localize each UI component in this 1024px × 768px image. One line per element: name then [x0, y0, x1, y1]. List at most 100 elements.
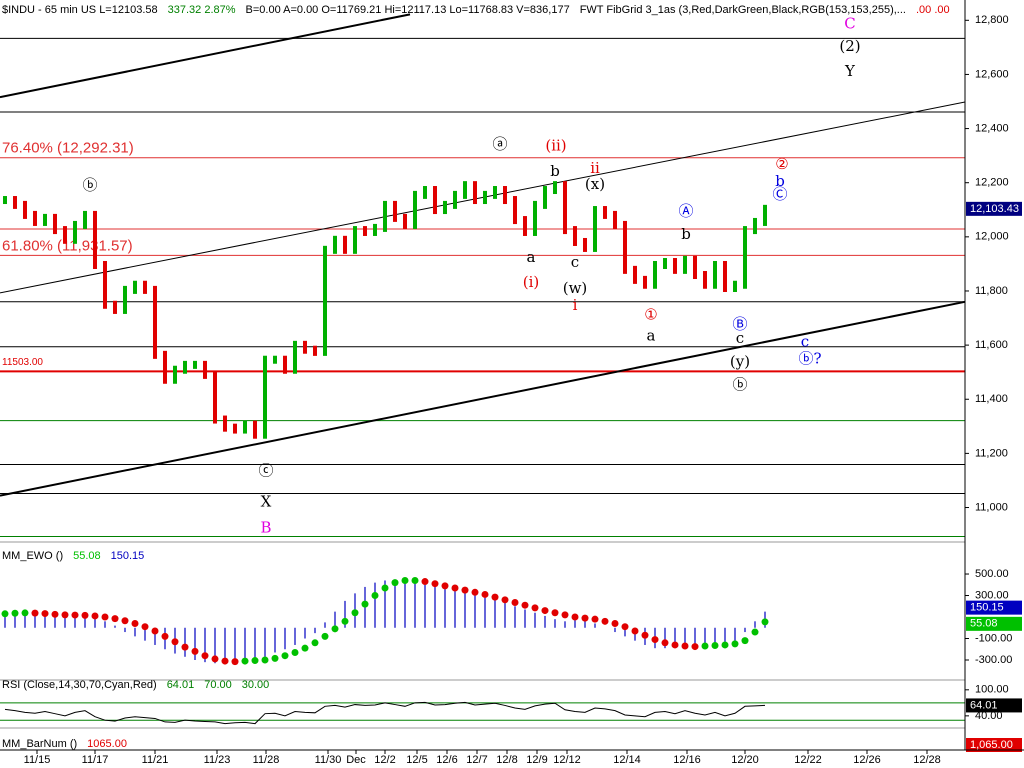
price-bar	[283, 355, 287, 374]
ewo-signal-dot	[301, 644, 309, 652]
axis-background	[965, 0, 1024, 768]
price-bar	[223, 415, 227, 432]
wave-label: Y	[844, 62, 856, 80]
price-bar	[433, 186, 437, 215]
wave-label: ⓑ	[732, 376, 747, 394]
wave-label: c	[571, 253, 579, 271]
ewo-signal-dot	[561, 611, 569, 619]
ewo-signal-dot	[11, 609, 19, 617]
price-bar	[763, 204, 767, 226]
ewo-signal-dot	[761, 618, 769, 626]
wave-label: (ii)	[545, 137, 566, 155]
price-bar	[543, 186, 547, 209]
ewo-signal-dot	[691, 643, 699, 651]
ewo-signal-dot	[551, 609, 559, 617]
wave-label: (w)	[563, 279, 588, 297]
x-tick-label: 12/20	[731, 754, 759, 766]
value-box	[966, 600, 1022, 615]
price-bar	[273, 355, 277, 364]
pane-value: 64.01	[167, 679, 195, 691]
rsi-line	[4, 701, 766, 725]
price-bar	[703, 271, 707, 289]
price-bar	[533, 200, 537, 236]
x-tick-label: 11/21	[142, 754, 169, 766]
ewo-signal-dot	[401, 576, 409, 584]
y-tick-label: 100.00	[975, 684, 1009, 696]
wave-label: a	[527, 248, 536, 266]
ewo-signal-dot	[711, 641, 719, 649]
x-tick-label: 12/2	[374, 754, 395, 766]
ewo-signal-dot	[421, 578, 429, 586]
price-bar	[53, 213, 57, 235]
y-tick-label: -300.00	[975, 654, 1012, 666]
ewo-signal-dot	[191, 647, 199, 655]
price-bar	[123, 285, 127, 314]
ewo-signal-dot	[281, 652, 289, 660]
y-tick-label: 11,200	[975, 447, 1008, 459]
price-bar	[573, 226, 577, 246]
ewo-signal-dot	[101, 613, 109, 621]
price-bar	[713, 260, 717, 289]
price-bar	[623, 220, 627, 274]
value-box	[966, 616, 1022, 631]
y-tick-label: 500.00	[975, 568, 1009, 580]
price-bar	[393, 200, 397, 222]
ewo-signal-dot	[741, 637, 749, 645]
price-bar	[193, 360, 197, 369]
ewo-signal-dot	[91, 612, 99, 620]
x-tick-label: 12/6	[436, 754, 457, 766]
ewo-signal-dot	[51, 610, 59, 618]
price-bar	[373, 223, 377, 236]
x-tick-label: 12/12	[553, 754, 581, 766]
x-tick-label: 11/15	[24, 754, 51, 766]
price-bar	[243, 420, 247, 434]
wave-label: Ⓐ	[678, 202, 693, 220]
price-bar	[413, 190, 417, 229]
header-text: B=0.00 A=0.00 O=11769.21 Hi=12117.13 Lo=…	[246, 4, 570, 16]
x-tick-label: 11/28	[253, 754, 280, 766]
price-bar	[593, 206, 597, 252]
price-bar	[3, 196, 7, 205]
ewo-signal-dot	[351, 609, 359, 617]
wave-label: ⓑ	[82, 176, 97, 194]
y-tick-label: 12,600	[975, 68, 1009, 80]
value-box-label: 150.15	[970, 602, 1004, 614]
ewo-signal-dot	[131, 619, 139, 627]
trend-line	[0, 101, 966, 294]
x-tick-label: 12/7	[466, 754, 487, 766]
wave-label: a	[647, 327, 656, 345]
price-bar	[363, 226, 367, 236]
y-tick-label: 300.00	[975, 589, 1009, 601]
price-bar	[353, 226, 357, 254]
price-bar	[323, 245, 327, 356]
trend-line	[0, 13, 411, 99]
ewo-signal-dot	[171, 638, 179, 646]
wave-label: (2)	[839, 37, 860, 55]
y-tick-label: 40.00	[975, 710, 1003, 722]
price-bar	[493, 186, 497, 199]
price-bar	[523, 216, 527, 236]
y-tick-label: 11,600	[975, 339, 1008, 351]
ewo-signal-dot	[681, 642, 689, 650]
ewo-signal-dot	[261, 656, 269, 664]
price-bar	[233, 423, 237, 434]
price-bar	[153, 285, 157, 359]
y-tick-label: 11,000	[975, 501, 1008, 513]
header-text: FWT FibGrid 3_1as (3,Red,DarkGreen,Black…	[580, 4, 906, 16]
price-bar	[443, 200, 447, 215]
wave-label: X	[261, 492, 272, 510]
price-bar	[263, 355, 267, 439]
y-tick-label: 12,400	[975, 122, 1009, 134]
pane-value: 1065.00	[87, 738, 127, 750]
wave-label: ⓒ	[258, 462, 273, 480]
price-bar	[203, 360, 207, 379]
x-tick-label: 12/26	[853, 754, 881, 766]
x-tick-label: 12/9	[526, 754, 547, 766]
ewo-signal-dot	[61, 611, 69, 619]
price-bar	[13, 196, 17, 209]
ewo-signal-dot	[331, 625, 339, 633]
wave-label: c	[736, 329, 744, 347]
x-tick-label: 12/28	[913, 754, 941, 766]
price-bar	[653, 260, 657, 289]
